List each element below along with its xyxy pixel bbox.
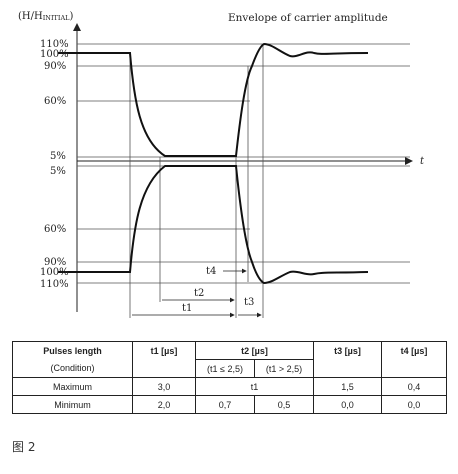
level-label-100-lower: 100% bbox=[40, 267, 69, 278]
diagram-title: Envelope of carrier amplitude bbox=[228, 12, 388, 24]
level-label-100-upper: 100% bbox=[40, 49, 69, 60]
minimum-t3: 0,0 bbox=[313, 395, 383, 414]
header-t3: t3 [µs] bbox=[313, 341, 383, 360]
condition-t2b: (t1 > 2,5) bbox=[253, 359, 315, 378]
condition-t4 bbox=[381, 359, 448, 378]
condition-label: (Condition) bbox=[12, 359, 133, 378]
maximum-t4: 0,4 bbox=[381, 377, 448, 396]
minimum-label: Minimum bbox=[12, 395, 133, 414]
figure-caption: 图 2 bbox=[12, 440, 36, 454]
minimum-t2a: 0,7 bbox=[195, 395, 255, 414]
level-label-90-lower: 90% bbox=[44, 257, 66, 268]
maximum-t2: t1 bbox=[194, 377, 315, 396]
level-label-110-upper: 110% bbox=[40, 39, 69, 50]
t2-label: t2 bbox=[194, 288, 204, 299]
minimum-t1: 2,0 bbox=[132, 395, 196, 414]
t-axis-label: t bbox=[420, 156, 425, 167]
table-condition-row: (Condition) (t1 ≤ 2,5) (t1 > 2,5) bbox=[12, 359, 448, 378]
header-pulses-length: Pulses length bbox=[12, 341, 133, 360]
condition-t2a: (t1 ≤ 2,5) bbox=[195, 359, 255, 378]
maximum-label: Maximum bbox=[12, 377, 133, 396]
upper-envelope-curve bbox=[58, 42, 369, 157]
level-label-90-upper: 90% bbox=[44, 61, 66, 72]
t4-label: t4 bbox=[206, 266, 216, 277]
timing-spec-table: Pulses length t1 [µs] t2 [µs] t3 [µs] t4… bbox=[12, 341, 448, 414]
level-label-5-lower: 5% bbox=[50, 166, 66, 177]
minimum-t4: 0,0 bbox=[381, 395, 448, 414]
maximum-t1: 3,0 bbox=[132, 377, 196, 396]
table-row: Minimum 2,0 0,7 0,5 0,0 0,0 bbox=[12, 395, 448, 414]
header-t1: t1 [µs] bbox=[132, 341, 196, 360]
minimum-t2b: 0,5 bbox=[253, 395, 315, 414]
level-label-60-upper: 60% bbox=[44, 96, 66, 107]
level-label-110-lower: 110% bbox=[40, 279, 69, 290]
condition-t1 bbox=[132, 359, 196, 378]
header-t2: t2 [µs] bbox=[194, 341, 315, 360]
t1-label: t1 bbox=[182, 303, 192, 314]
y-axis-label: (H/HINITIAL) bbox=[18, 11, 73, 22]
maximum-t3: 1,5 bbox=[313, 377, 383, 396]
level-label-60-lower: 60% bbox=[44, 224, 66, 235]
lower-envelope-curve bbox=[58, 165, 369, 285]
table-row: Maximum 3,0 t1 1,5 0,4 bbox=[12, 377, 448, 396]
condition-t3 bbox=[313, 359, 383, 378]
t3-label: t3 bbox=[244, 297, 254, 308]
envelope-diagram: (H/HINITIAL) Envelope of carrier amplitu… bbox=[18, 11, 425, 318]
table-header-row: Pulses length t1 [µs] t2 [µs] t3 [µs] t4… bbox=[12, 341, 448, 360]
header-t4: t4 [µs] bbox=[381, 341, 448, 360]
level-label-5-upper: 5% bbox=[50, 151, 66, 162]
